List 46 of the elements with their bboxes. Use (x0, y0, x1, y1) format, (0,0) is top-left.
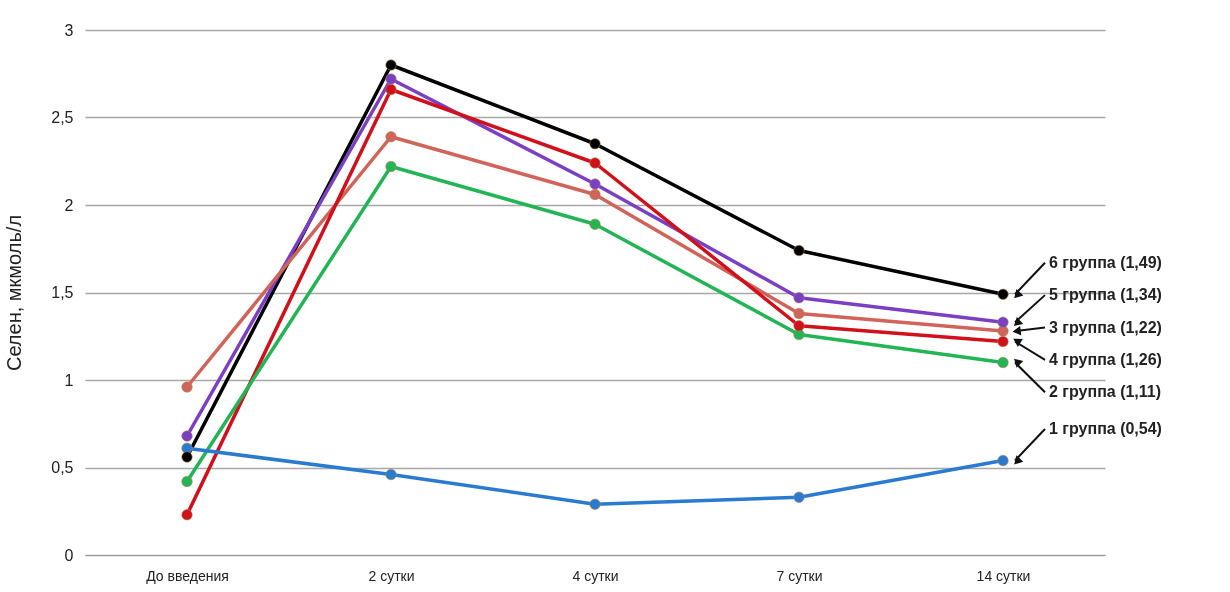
point (589, 157, 601, 169)
point (589, 178, 601, 190)
point (793, 292, 805, 304)
y-tick-label: 0,5 (51, 459, 74, 476)
text: 1 группа (0,54) (1049, 420, 1162, 437)
point (181, 475, 193, 488)
text: 6 группа (1,49) (1049, 253, 1162, 271)
y-tick-label: 3 (64, 21, 74, 39)
text: 3 группа (1,22) (1049, 318, 1162, 336)
point (793, 244, 805, 257)
point (181, 430, 193, 442)
point (385, 160, 397, 173)
point (385, 59, 397, 71)
x-tick-label: 7 сутки (776, 567, 823, 584)
y-tick-label: 2,5 (51, 109, 74, 126)
point (793, 491, 805, 503)
text: 4 группа (1,26) (1049, 350, 1162, 368)
y-axis-title: Селен, мкмоль/л (3, 214, 26, 372)
point (997, 356, 1009, 369)
point (181, 509, 193, 521)
point (589, 218, 601, 230)
point (793, 307, 805, 320)
point (793, 320, 805, 332)
text: 5 группа (1,34) (1049, 286, 1162, 304)
point (589, 188, 601, 201)
point (385, 73, 397, 85)
point (385, 131, 397, 143)
y-tick-label: 1,5 (51, 284, 74, 301)
x-tick-label: 2 сутки (368, 567, 415, 584)
point (589, 138, 601, 150)
y-tick-label: 2 (64, 196, 74, 214)
point (997, 316, 1009, 328)
x-tick-label: До введения (146, 567, 229, 584)
point (997, 288, 1009, 300)
point (589, 498, 601, 510)
point (997, 454, 1009, 467)
point (385, 83, 397, 96)
text: 2 группа (1,11) (1049, 383, 1162, 401)
point (385, 468, 397, 481)
y-tick-label: 1 (64, 371, 74, 389)
point (997, 335, 1009, 348)
point (181, 451, 193, 463)
x-tick-label: 4 сутки (572, 567, 619, 584)
y-tick-label: 0 (64, 546, 74, 564)
x-tick-label: 14 сутки (976, 567, 1031, 584)
point (181, 381, 193, 393)
